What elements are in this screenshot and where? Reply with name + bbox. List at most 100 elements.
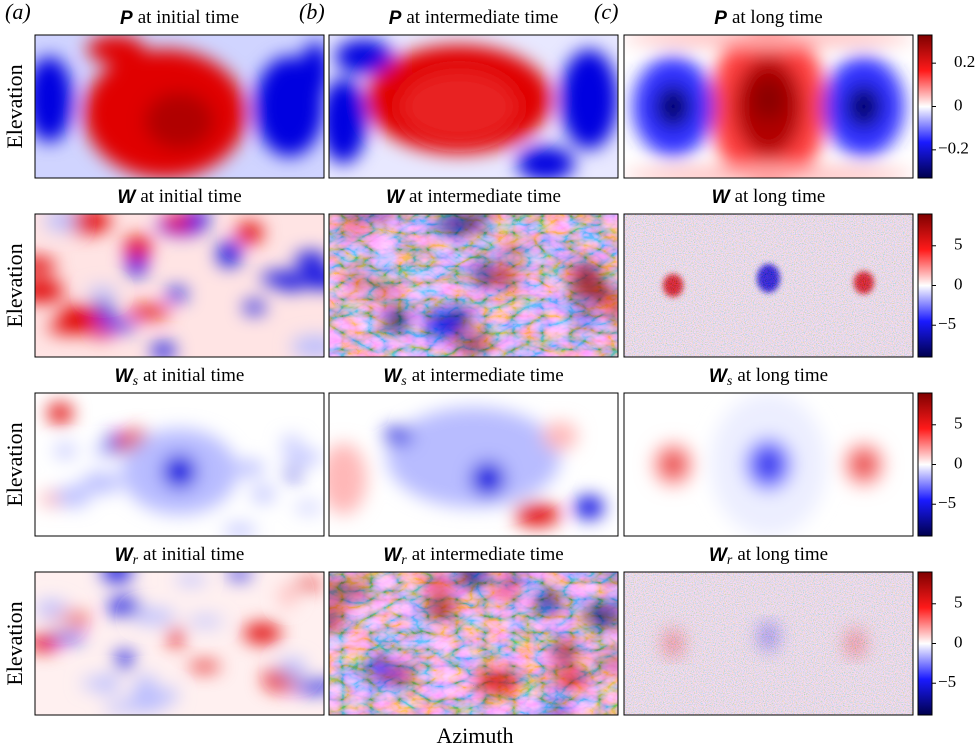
field-blob [513, 503, 561, 526]
field-blob [188, 661, 221, 672]
field-blob [278, 658, 307, 678]
title-subscript: r [133, 553, 139, 568]
field-blob [343, 218, 363, 230]
y-axis-label: Elevation [2, 64, 27, 148]
field-blob [54, 444, 76, 458]
title-symbol: P [714, 8, 727, 29]
heatmap-noise [624, 572, 913, 715]
field-blob [35, 56, 73, 143]
title-symbol: W [386, 187, 406, 208]
title-symbol: P [120, 8, 133, 29]
title-symbol: W [115, 366, 135, 387]
field-blob [101, 572, 133, 582]
title-text: at long time [735, 186, 826, 207]
panel-frame [34, 571, 325, 716]
title-text: at intermediate time [412, 365, 564, 386]
field-blob [368, 659, 392, 678]
field-blob [261, 271, 294, 286]
field-blob [81, 472, 122, 494]
field-blob [472, 264, 491, 285]
field-blob [759, 454, 778, 475]
title-subscript: r [401, 553, 407, 568]
field [38, 403, 322, 536]
field-blob [58, 305, 101, 326]
colorbar-tick-label: −0.2 [938, 139, 969, 158]
field-blob [58, 486, 90, 507]
field-blob [348, 582, 364, 601]
field-blob [297, 269, 324, 289]
field-blob [35, 279, 65, 303]
colorbar [917, 34, 933, 179]
field-blob [853, 453, 874, 476]
panel-label: (c) [594, 0, 618, 24]
field-blob [187, 616, 224, 626]
y-axis-label: Elevation [2, 422, 27, 506]
field-blob [243, 623, 282, 644]
field-blob [583, 607, 618, 624]
panel-title: Ws at long time [709, 365, 828, 389]
field-blob [570, 264, 600, 283]
colorbar-tick-label: 0.2 [954, 52, 975, 71]
panel-frame [34, 34, 325, 179]
field-blob [429, 597, 453, 618]
field-blob [127, 305, 171, 319]
field-blob [284, 469, 302, 480]
panel-frame [623, 392, 914, 537]
field-blob [494, 582, 517, 597]
field-blob [223, 524, 256, 536]
heatmap [624, 35, 913, 178]
field-blob [334, 39, 393, 74]
panel-frame [623, 571, 914, 716]
title-subscript: s [727, 374, 733, 389]
panel-title: Ws at intermediate time [383, 365, 563, 389]
field-blob [35, 600, 68, 617]
field-blob [456, 336, 491, 351]
field-blob [470, 461, 506, 496]
heatmap [35, 393, 324, 536]
field-blob [663, 453, 684, 476]
title-symbol: W [709, 366, 729, 387]
field-blob [144, 92, 215, 150]
heatmap [624, 214, 913, 357]
field-blob [655, 85, 691, 128]
field-blob [489, 269, 516, 285]
title-symbol: W [383, 366, 403, 387]
field-blob [45, 214, 77, 231]
heatmap [35, 35, 324, 178]
colorbar-tick-label: −5 [938, 493, 956, 512]
field-blob [167, 628, 184, 647]
heatmap-swirl [329, 572, 618, 715]
field-blob [279, 585, 296, 607]
field [35, 572, 324, 713]
title-symbol: P [389, 8, 402, 29]
colorbar-tick-label: 0 [954, 95, 963, 114]
heatmap-swirl [329, 214, 618, 357]
field-blob [751, 77, 786, 121]
panel-frame [623, 213, 914, 358]
field-blob [89, 328, 114, 338]
title-symbol: W [117, 187, 137, 208]
field-blob [227, 572, 252, 579]
field-blob [236, 221, 264, 244]
field-blob [456, 572, 488, 585]
colorbar-tick-label: 0 [954, 453, 963, 472]
field-blob [97, 320, 138, 331]
heatmap [329, 35, 618, 178]
panel-frame [328, 34, 619, 179]
field-blob [536, 593, 561, 611]
colorbar [917, 392, 933, 537]
field-blob [294, 251, 324, 270]
colorbar-tick-label: −5 [938, 672, 956, 691]
field-blob [501, 248, 527, 257]
field-blob [624, 35, 913, 47]
field-blob [600, 655, 618, 667]
field-blob [294, 580, 322, 590]
heatmap [329, 572, 618, 715]
field-blob [476, 672, 519, 693]
heatmap [329, 393, 618, 536]
panel-frame [34, 392, 325, 537]
heatmap-noise [624, 214, 913, 357]
heatmap [35, 572, 324, 715]
title-text: at initial time [143, 365, 244, 386]
